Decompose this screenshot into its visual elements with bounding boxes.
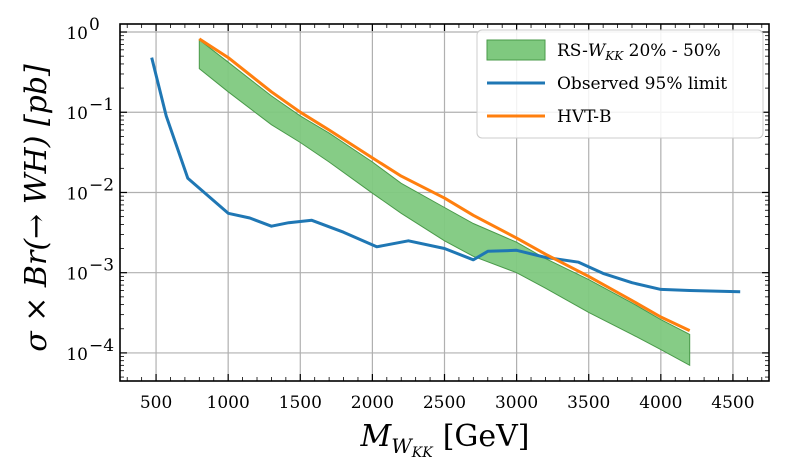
legend-box	[476, 29, 764, 139]
y-tick-label: 10	[66, 184, 88, 204]
x-tick-label: 500	[140, 393, 172, 413]
x-tick-label: 2000	[351, 393, 394, 413]
x-tick-label: 1500	[279, 393, 322, 413]
x-tick-label: 3000	[495, 393, 538, 413]
legend-label-observed-limit: Observed 95% limit	[557, 74, 727, 94]
x-tick-label: 3500	[567, 393, 610, 413]
legend: RS-WKK 20% - 50% Observed 95% limit HVT-B	[476, 29, 764, 139]
y-tick-exponent: −1	[89, 95, 114, 115]
y-tick-exponent: −2	[89, 175, 114, 195]
series-line-observed-limit	[150, 57, 741, 294]
x-tick-label: 4000	[639, 393, 682, 413]
legend-label-rs-wkk: RS-WKK 20% - 50%	[557, 41, 721, 63]
y-tick-exponent: −3	[89, 256, 114, 276]
y-tick-exponent: 0	[89, 15, 100, 35]
x-tick-label: 1000	[207, 393, 250, 413]
y-axis-title: σ × Br(→ WH) [pb]	[19, 64, 54, 352]
y-tick-label: 10	[66, 104, 88, 124]
y-tick-exponent: −4	[89, 336, 114, 356]
x-tick-label: 2500	[423, 393, 466, 413]
legend-label-hvt-b: HVT-B	[557, 107, 612, 127]
y-tick-label: 10	[66, 345, 88, 365]
plot-content	[150, 37, 741, 367]
series-band-rs-wkk	[198, 38, 691, 367]
y-tick-label: 10	[66, 24, 88, 44]
y-tick-label: 10	[66, 265, 88, 285]
x-tick-label: 4500	[711, 393, 754, 413]
x-axis-title: MWKK [GeV]	[360, 419, 530, 461]
legend-swatch-band	[486, 39, 546, 61]
series-line-hvt-b	[198, 37, 691, 332]
